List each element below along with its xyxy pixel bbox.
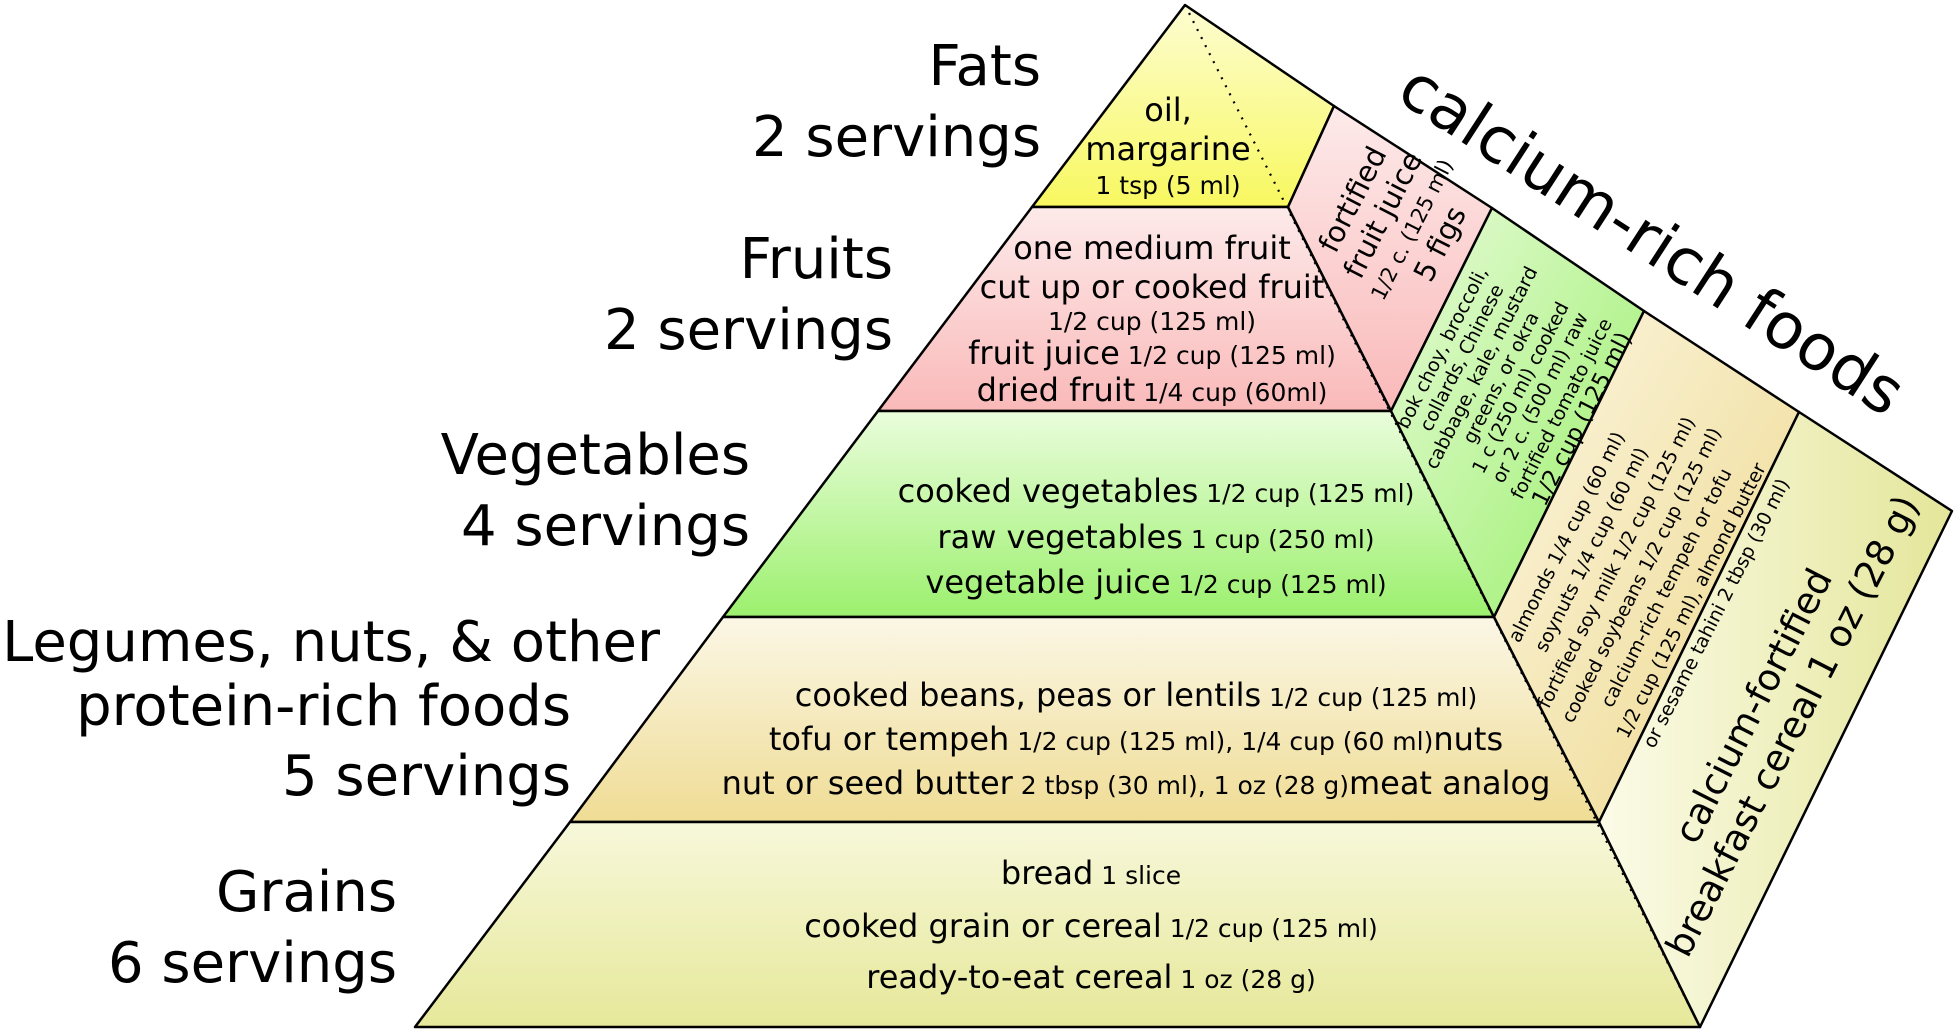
legumes-item-1-portion: 1/2 cup (125 ml) bbox=[1261, 683, 1477, 712]
dotted-edge bbox=[1184, 4, 1701, 1028]
veg-item-3-main: vegetable juice bbox=[925, 563, 1170, 601]
legumes-item-2-tail: nuts bbox=[1433, 720, 1503, 758]
fruits-item-3: 1/2 cup (125 ml) bbox=[1048, 307, 1256, 336]
legumes-item-3-portion: 2 tbsp (30 ml), 1 oz (28 g) bbox=[1013, 771, 1349, 800]
veg-item-1: cooked vegetables 1/2 cup (125 ml) bbox=[898, 472, 1415, 510]
grains-item-1-main: bread bbox=[1001, 854, 1093, 892]
veg-item-1-main: cooked vegetables bbox=[898, 472, 1199, 510]
fats-item-3: 1 tsp (5 ml) bbox=[1095, 171, 1240, 200]
fats-item-2: margarine bbox=[1085, 130, 1250, 168]
label-fats-servings: 2 servings bbox=[752, 105, 1041, 170]
grains-item-1-portion: 1 slice bbox=[1093, 861, 1181, 890]
grains-item-2: cooked grain or cereal 1/2 cup (125 ml) bbox=[804, 907, 1378, 945]
label-fruits-name: Fruits bbox=[740, 227, 893, 292]
grains-item-1: bread 1 slice bbox=[1001, 854, 1181, 892]
fruits-item-4: fruit juice 1/2 cup (125 ml) bbox=[968, 334, 1336, 372]
grains-item-3-main: ready-to-eat cereal bbox=[866, 958, 1172, 996]
legumes-item-3-tail: meat analog bbox=[1349, 764, 1550, 802]
label-fruits-servings: 2 servings bbox=[604, 298, 893, 363]
legumes-item-1: cooked beans, peas or lentils 1/2 cup (1… bbox=[795, 676, 1477, 714]
grains-item-2-main: cooked grain or cereal bbox=[804, 907, 1162, 945]
grains-item-3: ready-to-eat cereal 1 oz (28 g) bbox=[866, 958, 1316, 996]
veg-item-3: vegetable juice 1/2 cup (125 ml) bbox=[925, 563, 1386, 601]
label-legumes-servings: 5 servings bbox=[282, 744, 571, 809]
veg-item-2: raw vegetables 1 cup (250 ml) bbox=[937, 518, 1374, 556]
grains-item-3-portion: 1 oz (28 g) bbox=[1172, 965, 1315, 994]
fruits-item-5: dried fruit 1/4 cup (60ml) bbox=[977, 371, 1328, 409]
veg-item-2-main: raw vegetables bbox=[937, 518, 1182, 556]
legumes-item-3-main: nut or seed butter bbox=[722, 764, 1014, 802]
label-grains-servings: 6 servings bbox=[108, 931, 397, 996]
fruits-item-1: one medium fruit bbox=[1013, 229, 1291, 267]
label-vegetables-servings: 4 servings bbox=[461, 494, 750, 559]
label-grains-name: Grains bbox=[216, 860, 397, 925]
legumes-item-2-portion: 1/2 cup (125 ml), 1/4 cup (60 ml) bbox=[1009, 727, 1433, 756]
grains-item-2-portion: 1/2 cup (125 ml) bbox=[1162, 914, 1378, 943]
veg-item-1-portion: 1/2 cup (125 ml) bbox=[1198, 479, 1414, 508]
label-vegetables-name: Vegetables bbox=[441, 423, 750, 488]
fruits-item-4-main: fruit juice bbox=[968, 334, 1120, 372]
fruits-item-5-portion: 1/4 cup (60ml) bbox=[1135, 378, 1327, 407]
fats-item-1: oil, bbox=[1144, 91, 1192, 129]
veg-item-3-portion: 1/2 cup (125 ml) bbox=[1171, 570, 1387, 599]
label-fats-name: Fats bbox=[928, 34, 1041, 99]
label-legumes-name-line2: protein-rich foods bbox=[76, 674, 571, 739]
veg-item-2-portion: 1 cup (250 ml) bbox=[1183, 525, 1375, 554]
legumes-item-2: tofu or tempeh 1/2 cup (125 ml), 1/4 cup… bbox=[769, 720, 1503, 758]
fruits-item-4-portion: 1/2 cup (125 ml) bbox=[1120, 341, 1336, 370]
legumes-item-2-main: tofu or tempeh bbox=[769, 720, 1009, 758]
label-legumes-name-line1: Legumes, nuts, & other bbox=[2, 610, 661, 675]
fruits-item-5-main: dried fruit bbox=[977, 371, 1136, 409]
legumes-item-1-main: cooked beans, peas or lentils bbox=[795, 676, 1261, 714]
fruits-item-2: cut up or cooked fruit bbox=[980, 268, 1325, 306]
legumes-item-3: nut or seed butter 2 tbsp (30 ml), 1 oz … bbox=[722, 764, 1551, 802]
